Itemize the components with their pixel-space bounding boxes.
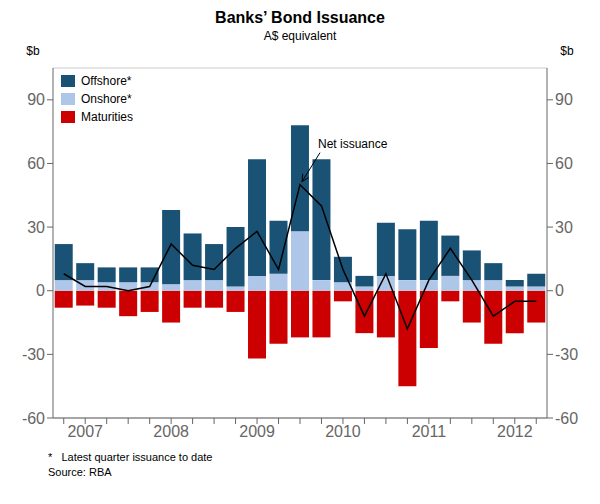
html-text:A$ equivalent: A$ equivalent: [263, 29, 337, 43]
svg-text:90: 90: [27, 91, 45, 108]
svg-text:-60: -60: [555, 410, 578, 427]
svg-text:90: 90: [555, 91, 573, 108]
svg-text:30: 30: [555, 219, 573, 236]
svg-text:-30: -30: [555, 346, 578, 363]
html-text:$b: $b: [26, 44, 40, 58]
html-text:Source: RBA: Source: RBA: [48, 466, 112, 478]
html-text:$b: $b: [560, 44, 574, 58]
svg-text:-60: -60: [22, 410, 45, 427]
svg-text:2008: 2008: [153, 423, 189, 440]
svg-text:30: 30: [27, 219, 45, 236]
svg-text:2009: 2009: [239, 423, 275, 440]
svg-text:2010: 2010: [325, 423, 361, 440]
svg-text:2012: 2012: [497, 423, 533, 440]
svg-text:Net issuance: Net issuance: [318, 137, 388, 151]
html-text:Offshore*: Offshore*: [81, 74, 132, 88]
svg-text:2007: 2007: [67, 423, 103, 440]
svg-text:-30: -30: [22, 346, 45, 363]
svg-text:0: 0: [555, 282, 564, 299]
svg-text:60: 60: [555, 155, 573, 172]
svg-text:60: 60: [27, 155, 45, 172]
html-text:* Latest quarter issuance to d: * Latest quarter issuance to date: [48, 451, 213, 463]
html-text:Onshore*: Onshore*: [81, 92, 132, 106]
svg-text:0: 0: [36, 282, 45, 299]
html-text:Maturities: Maturities: [81, 110, 133, 124]
svg-text:2011: 2011: [412, 423, 447, 440]
html-text:Banks’ Bond Issuance: Banks’ Bond Issuance: [215, 9, 385, 26]
